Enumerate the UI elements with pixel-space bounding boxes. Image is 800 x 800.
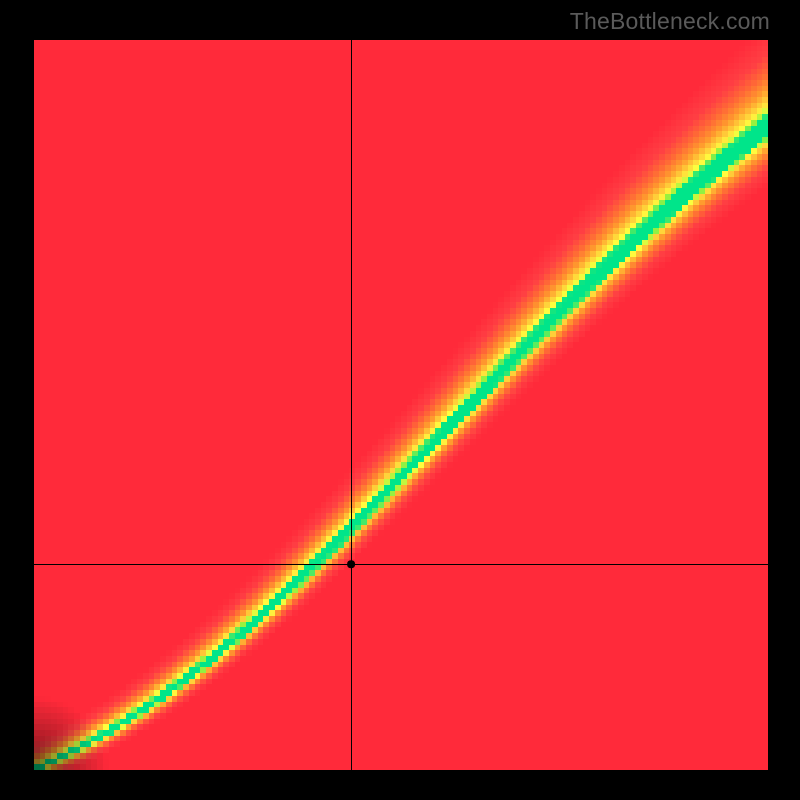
watermark-text: TheBottleneck.com	[570, 8, 770, 35]
heatmap-plot	[34, 40, 768, 770]
chart-frame: TheBottleneck.com	[0, 0, 800, 800]
heatmap-canvas	[34, 40, 768, 770]
